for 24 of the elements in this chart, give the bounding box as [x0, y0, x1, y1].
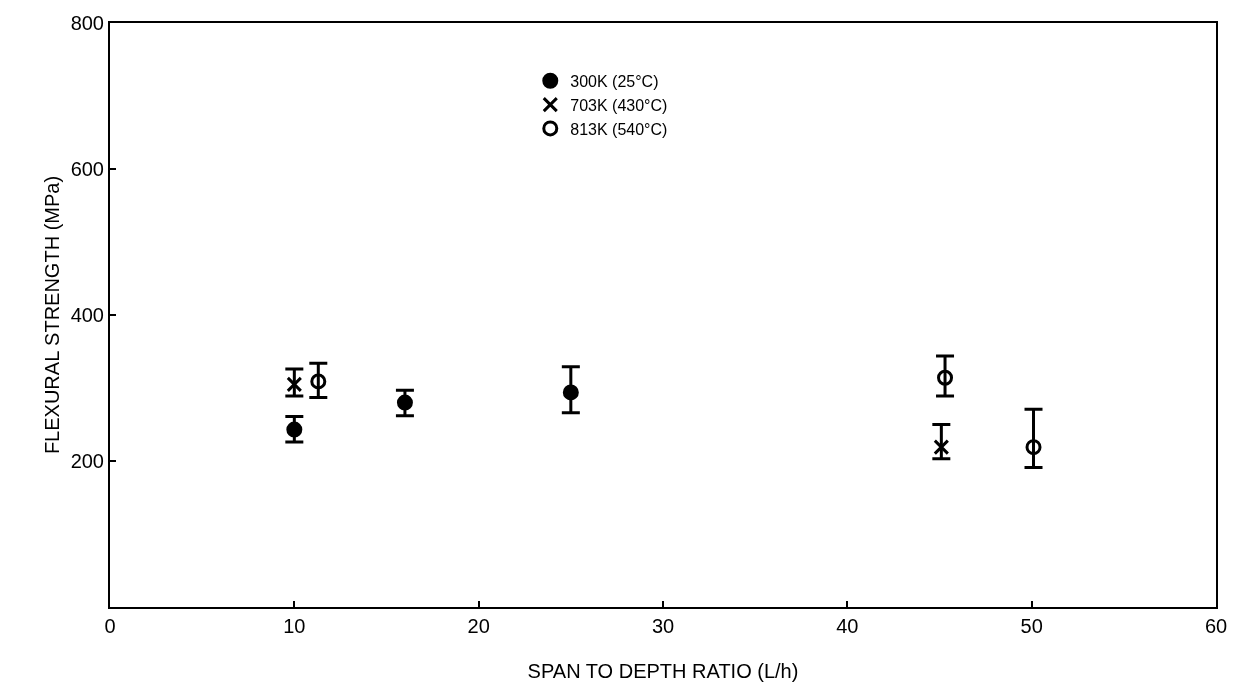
- point: [286, 376, 303, 393]
- x-tick-label: 60: [1204, 615, 1228, 637]
- legend-label: 703K (430°C): [570, 96, 668, 114]
- point: [933, 439, 950, 456]
- point: [310, 373, 327, 390]
- y-tick-label: 400: [70, 304, 104, 326]
- x-tick-label: 0: [104, 615, 116, 637]
- point: [396, 394, 413, 411]
- point: [937, 369, 954, 386]
- x-tick-label: 40: [836, 615, 859, 637]
- x-tick-label: 50: [1020, 615, 1043, 637]
- y-tick-label: 600: [70, 158, 104, 180]
- point: [286, 421, 303, 438]
- point: [1025, 439, 1042, 456]
- y-tick-label: 200: [70, 450, 104, 472]
- y-axis-title: FLEXURAL STRENGTH (MPa): [41, 175, 63, 455]
- x-axis-title: SPAN TO DEPTH RATIO (L/h): [527, 660, 799, 682]
- y-tick-label: 800: [70, 12, 104, 34]
- legend-label: 300K (25°C): [570, 73, 659, 91]
- x-tick-label: 20: [467, 615, 490, 637]
- legend-label: 813K (540°C): [570, 120, 668, 138]
- x-tick-label: 10: [283, 615, 306, 637]
- point: [562, 384, 579, 401]
- x-tick-label: 30: [651, 615, 675, 637]
